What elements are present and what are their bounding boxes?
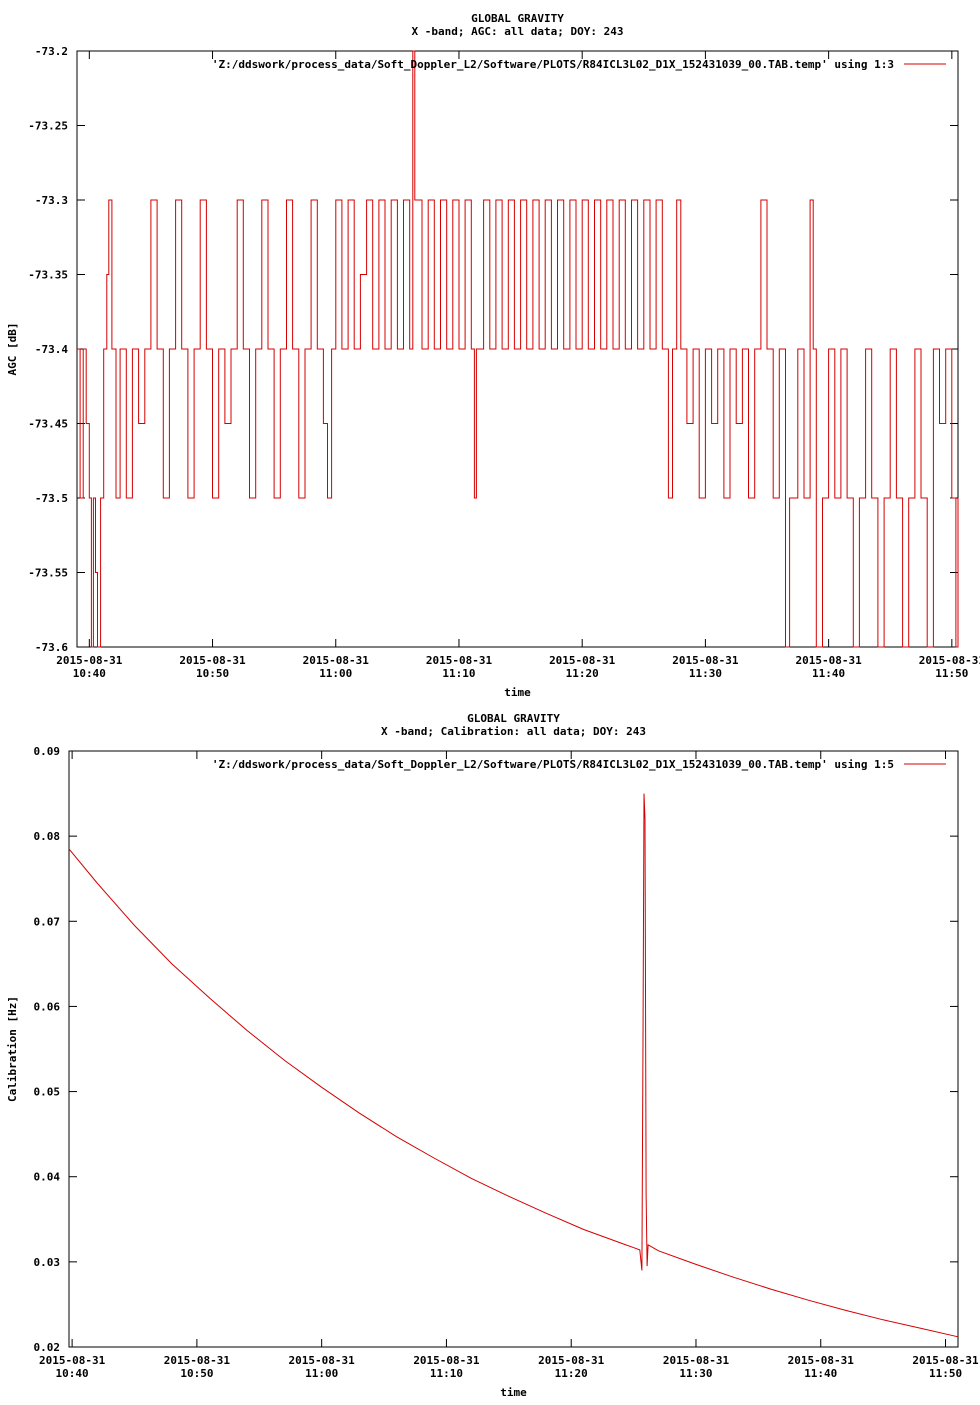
y-tick-label: 0.02 (34, 1341, 61, 1354)
y-tick-label: 0.07 (34, 915, 61, 928)
x-tick-date-label: 2015-08-31 (179, 654, 246, 667)
y-tick-label: -73.4 (35, 343, 68, 356)
x-tick-date-label: 2015-08-31 (663, 1354, 730, 1367)
x-tick-date-label: 2015-08-31 (549, 654, 616, 667)
chart-title: GLOBAL GRAVITY (471, 12, 564, 25)
x-tick-time-label: 11:40 (812, 667, 845, 680)
y-tick-label: -73.55 (28, 567, 68, 580)
y-tick-label: 0.08 (34, 830, 61, 843)
y-axis-label: Calibration [Hz] (6, 996, 19, 1102)
x-tick-date-label: 2015-08-31 (164, 1354, 231, 1367)
x-tick-time-label: 11:00 (319, 667, 352, 680)
y-axis-label: AGC [dB] (6, 323, 19, 376)
series-line (77, 50, 959, 648)
x-tick-time-label: 10:40 (56, 1367, 89, 1380)
chart-subtitle: X -band; AGC: all data; DOY: 243 (412, 25, 624, 38)
x-tick-time-label: 10:50 (196, 667, 229, 680)
y-tick-label: -73.25 (28, 120, 68, 133)
plot-frame (68, 750, 959, 1348)
y-tick-label: -73.2 (35, 45, 68, 58)
x-tick-time-label: 11:20 (566, 667, 599, 680)
x-tick-date-label: 2015-08-31 (788, 1354, 855, 1367)
y-tick-label: 0.03 (34, 1256, 61, 1269)
x-tick-date-label: 2015-08-31 (538, 1354, 605, 1367)
x-tick-time-label: 11:40 (804, 1367, 837, 1380)
x-tick-date-label: 2015-08-31 (426, 654, 493, 667)
x-tick-date-label: 2015-08-31 (912, 1354, 979, 1367)
x-tick-time-label: 11:20 (555, 1367, 588, 1380)
x-tick-time-label: 10:40 (73, 667, 106, 680)
x-tick-time-label: 11:10 (430, 1367, 463, 1380)
x-tick-time-label: 11:10 (442, 667, 475, 680)
x-tick-time-label: 11:50 (929, 1367, 962, 1380)
x-tick-time-label: 11:50 (935, 667, 968, 680)
x-tick-time-label: 11:30 (679, 1367, 712, 1380)
chart-title: GLOBAL GRAVITY (467, 712, 560, 725)
series-line (68, 793, 959, 1338)
legend-label: 'Z:/ddswork/process_data/Soft_Doppler_L2… (212, 58, 894, 71)
x-axis-label: time (504, 686, 531, 699)
chart-subtitle: X -band; Calibration: all data; DOY: 243 (381, 725, 646, 738)
legend-label: 'Z:/ddswork/process_data/Soft_Doppler_L2… (212, 758, 894, 771)
y-tick-label: -73.35 (28, 269, 68, 282)
y-tick-label: 0.06 (34, 1000, 61, 1013)
y-tick-label: 0.05 (34, 1086, 61, 1099)
y-tick-label: -73.45 (28, 418, 68, 431)
x-tick-time-label: 11:00 (305, 1367, 338, 1380)
x-tick-date-label: 2015-08-31 (39, 1354, 106, 1367)
y-tick-label: -73.3 (35, 194, 68, 207)
x-tick-date-label: 2015-08-31 (796, 654, 863, 667)
x-tick-date-label: 2015-08-31 (413, 1354, 480, 1367)
y-tick-label: -73.6 (35, 641, 68, 654)
x-tick-date-label: 2015-08-31 (303, 654, 370, 667)
x-tick-date-label: 2015-08-31 (289, 1354, 356, 1367)
x-tick-time-label: 10:50 (180, 1367, 213, 1380)
x-tick-date-label: 2015-08-31 (672, 654, 739, 667)
y-tick-label: -73.5 (35, 492, 68, 505)
y-tick-label: 0.04 (34, 1171, 61, 1184)
y-tick-label: 0.09 (34, 745, 61, 758)
x-tick-date-label: 2015-08-31 (919, 654, 980, 667)
x-tick-time-label: 11:30 (689, 667, 722, 680)
x-axis-label: time (500, 1386, 527, 1399)
x-tick-date-label: 2015-08-31 (56, 654, 123, 667)
